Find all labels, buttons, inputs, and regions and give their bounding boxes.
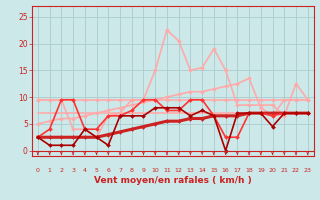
X-axis label: Vent moyen/en rafales ( km/h ): Vent moyen/en rafales ( km/h )	[94, 176, 252, 185]
